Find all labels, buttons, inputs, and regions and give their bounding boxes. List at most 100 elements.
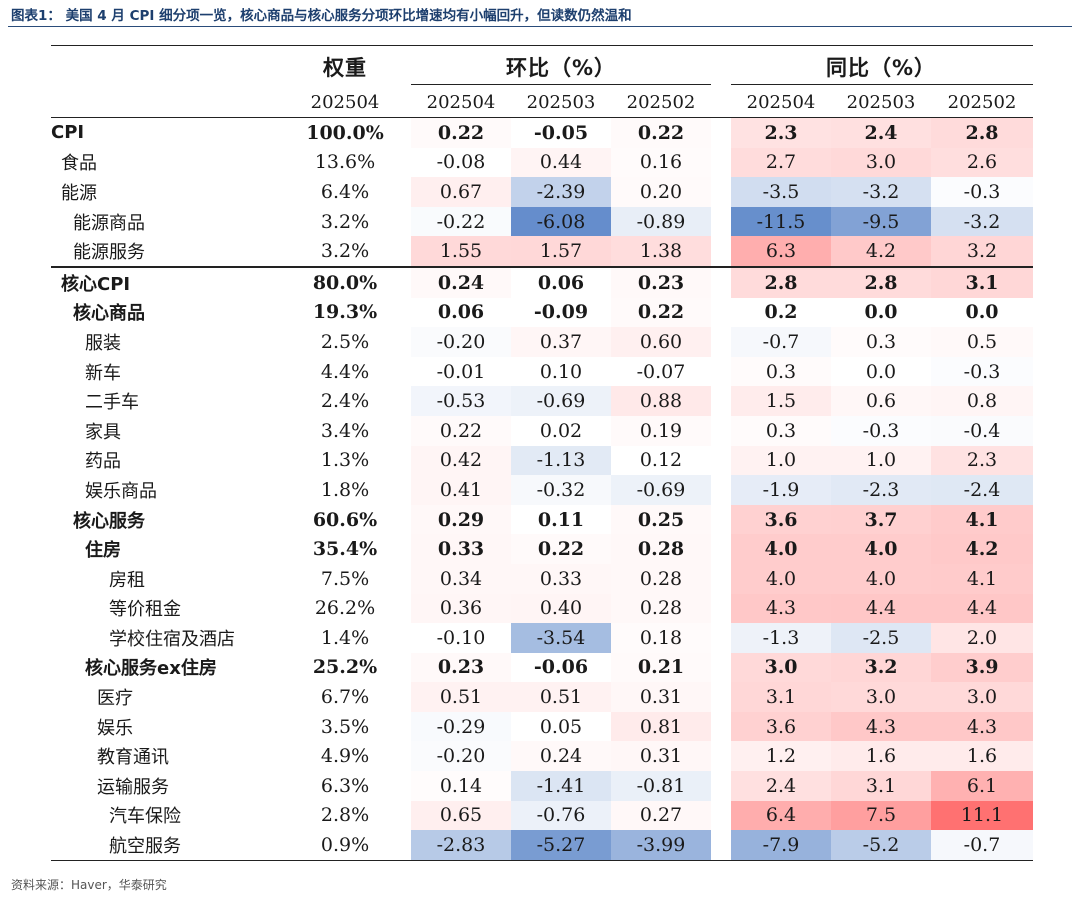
yoy-cell: 1.2 bbox=[731, 741, 831, 772]
yoy-cell: -0.7 bbox=[931, 830, 1033, 861]
mom-cell: 0.37 bbox=[511, 327, 611, 357]
weight-cell: 60.6% bbox=[312, 508, 378, 531]
yoy-cell: 2.4 bbox=[731, 771, 831, 801]
yoy-cell: 2.8 bbox=[731, 265, 831, 298]
mom-cell: 0.22 bbox=[611, 116, 711, 148]
mom-cell: 0.16 bbox=[611, 147, 711, 178]
table-row: 运输服务 6.3% 0.14 -1.41 -0.81 2.4 3.1 6.1 bbox=[51, 771, 1033, 801]
mom-cell: 0.19 bbox=[611, 415, 711, 446]
yoy-cell: 0.3 bbox=[731, 356, 831, 387]
yoy-cell: -1.3 bbox=[731, 623, 831, 653]
weight-cell: 26.2% bbox=[314, 597, 376, 620]
yoy-cell: 0.3 bbox=[831, 327, 931, 357]
spacer bbox=[711, 298, 731, 328]
weight-cell: 1.3% bbox=[320, 449, 370, 472]
mom-cell: 0.31 bbox=[611, 682, 711, 712]
mom-cell: 0.25 bbox=[611, 504, 711, 535]
spacer bbox=[390, 623, 411, 653]
yoy-cell: -3.2 bbox=[931, 206, 1033, 237]
weight-cell: 3.4% bbox=[320, 419, 370, 442]
table-row: 娱乐商品 1.8% 0.41 -0.32 -0.69 -1.9 -2.3 -2.4 bbox=[51, 475, 1033, 505]
weight-period: 202504 bbox=[310, 92, 380, 113]
weight-header: 权重 bbox=[323, 56, 367, 80]
mom-cell: 0.42 bbox=[411, 445, 511, 476]
title-rule bbox=[8, 26, 1072, 27]
mom-cell: 0.20 bbox=[611, 177, 711, 207]
weight-cell: 4.9% bbox=[320, 745, 370, 768]
yoy-cell: -0.3 bbox=[831, 415, 931, 446]
mom-cell: -0.89 bbox=[611, 206, 711, 237]
mom-cell: -3.99 bbox=[611, 830, 711, 861]
yoy-cell: 3.7 bbox=[831, 504, 931, 535]
mom-cell: -1.13 bbox=[511, 445, 611, 476]
weight-cell: 19.3% bbox=[312, 301, 378, 324]
spacer bbox=[711, 236, 731, 267]
weight-cell: 13.6% bbox=[314, 151, 376, 174]
spacer bbox=[390, 416, 411, 446]
yoy-cell: 4.3 bbox=[731, 593, 831, 624]
spacer bbox=[711, 564, 731, 594]
spacer bbox=[390, 830, 411, 861]
table-row: 汽车保险 2.8% 0.65 -0.76 0.27 6.4 7.5 11.1 bbox=[51, 800, 1033, 831]
table-row: 航空服务 0.9% -2.83 -5.27 -3.99 -7.9 -5.2 -0.7 bbox=[51, 830, 1033, 861]
spacer bbox=[711, 416, 731, 446]
weight-cell: 80.0% bbox=[300, 265, 390, 298]
row-label: 核心服务ex住房 bbox=[85, 658, 217, 680]
spacer bbox=[711, 446, 731, 476]
table-row: 核心CPI 80.0% 0.24 0.06 0.23 2.8 2.8 3.1 bbox=[51, 265, 1033, 298]
mom-period-3: 202502 bbox=[626, 92, 696, 113]
mom-header-rule bbox=[411, 84, 711, 85]
spacer bbox=[711, 623, 731, 653]
yoy-cell: 4.4 bbox=[931, 593, 1033, 624]
mom-cell: -0.20 bbox=[411, 327, 511, 357]
mom-cell: 0.21 bbox=[611, 652, 711, 683]
yoy-cell: -3.5 bbox=[731, 177, 831, 207]
spacer bbox=[390, 712, 411, 742]
yoy-cell: 3.1 bbox=[931, 265, 1033, 298]
mom-cell: 0.22 bbox=[511, 534, 611, 564]
mom-cell: 1.57 bbox=[511, 236, 611, 267]
yoy-cell: 0.0 bbox=[831, 356, 931, 387]
mom-cell: -0.76 bbox=[511, 800, 611, 831]
spacer bbox=[711, 265, 731, 298]
yoy-cell: 4.2 bbox=[931, 534, 1033, 564]
yoy-cell: 6.1 bbox=[931, 771, 1033, 801]
row-label: 能源服务 bbox=[73, 242, 145, 264]
row-label: 能源商品 bbox=[73, 212, 145, 234]
row-label: 住房 bbox=[85, 540, 121, 562]
yoy-cell: 4.0 bbox=[731, 534, 831, 564]
mom-cell: 0.28 bbox=[611, 563, 711, 594]
mom-cell: -0.69 bbox=[511, 386, 611, 416]
mom-cell: 0.22 bbox=[411, 415, 511, 446]
spacer bbox=[711, 327, 731, 357]
yoy-cell: 3.1 bbox=[831, 771, 931, 801]
row-label: 教育通讯 bbox=[97, 747, 169, 769]
row-label: 药品 bbox=[85, 451, 121, 473]
row-label: 汽车保险 bbox=[109, 806, 181, 828]
spacer bbox=[390, 357, 411, 387]
weight-cell: 2.4% bbox=[320, 390, 370, 413]
row-label: 二手车 bbox=[85, 392, 139, 414]
mom-cell: 0.51 bbox=[511, 682, 611, 712]
weight-cell: 1.8% bbox=[320, 478, 370, 501]
table-row: 教育通讯 4.9% -0.20 0.24 0.31 1.2 1.6 1.6 bbox=[51, 741, 1033, 772]
spacer bbox=[711, 148, 731, 178]
row-label: 医疗 bbox=[97, 688, 133, 710]
mom-cell: 0.10 bbox=[511, 356, 611, 387]
yoy-cell: 3.6 bbox=[731, 711, 831, 742]
spacer bbox=[711, 116, 731, 148]
yoy-cell: 6.3 bbox=[731, 236, 831, 267]
spacer bbox=[711, 682, 731, 712]
yoy-cell: 4.3 bbox=[831, 711, 931, 742]
weight-cell: 1.4% bbox=[320, 626, 370, 649]
row-label: 学校住宿及酒店 bbox=[109, 628, 235, 650]
weight-cell: 35.4% bbox=[312, 538, 378, 561]
spacer bbox=[711, 357, 731, 387]
spacer bbox=[711, 771, 731, 801]
spacer bbox=[390, 505, 411, 535]
yoy-cell: 4.4 bbox=[831, 593, 931, 624]
yoy-cell: 4.0 bbox=[731, 563, 831, 594]
mom-cell: -3.54 bbox=[511, 623, 611, 653]
figure-title: 图表1： 美国 4 月 CPI 细分项一览，核心商品与核心服务分项环比增速均有小… bbox=[11, 8, 632, 24]
mom-cell: 0.22 bbox=[411, 116, 511, 148]
